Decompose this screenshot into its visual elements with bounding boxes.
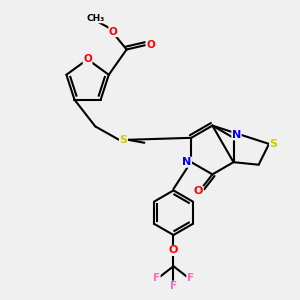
Text: O: O xyxy=(194,186,203,196)
Text: CH₃: CH₃ xyxy=(86,14,104,23)
Text: F: F xyxy=(153,273,160,283)
Text: S: S xyxy=(269,139,278,149)
Text: O: O xyxy=(146,40,155,50)
Text: O: O xyxy=(109,27,118,37)
Text: F: F xyxy=(170,281,177,291)
Text: F: F xyxy=(187,273,194,283)
Text: N: N xyxy=(232,130,241,140)
Text: O: O xyxy=(169,245,178,256)
Text: S: S xyxy=(119,135,128,145)
Text: N: N xyxy=(182,157,191,167)
Text: O: O xyxy=(83,54,92,64)
